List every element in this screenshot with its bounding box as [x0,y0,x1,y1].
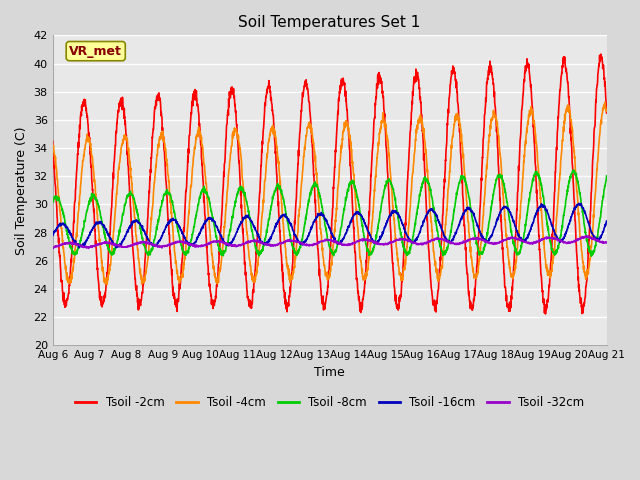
Title: Soil Temperatures Set 1: Soil Temperatures Set 1 [239,15,421,30]
Legend: Tsoil -2cm, Tsoil -4cm, Tsoil -8cm, Tsoil -16cm, Tsoil -32cm: Tsoil -2cm, Tsoil -4cm, Tsoil -8cm, Tsoi… [70,392,589,414]
Y-axis label: Soil Temperature (C): Soil Temperature (C) [15,126,28,254]
X-axis label: Time: Time [314,366,345,379]
Text: VR_met: VR_met [69,45,122,58]
